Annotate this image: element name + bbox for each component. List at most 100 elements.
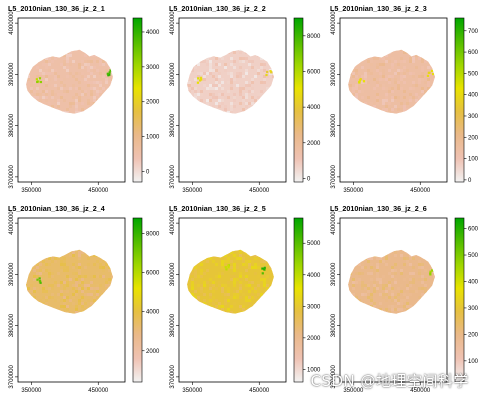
x-tick-label: 350000: [343, 388, 364, 394]
raster-cell: [397, 72, 400, 75]
raster-cell: [93, 96, 96, 99]
raster-cell: [403, 257, 406, 260]
raster-cell: [245, 308, 248, 311]
raster-cell: [403, 299, 406, 302]
y-tick-label: 4000000: [170, 211, 176, 235]
raster-cell: [221, 284, 224, 287]
raster-cell: [415, 93, 418, 96]
raster-cell: [251, 87, 254, 90]
raster-cell: [87, 63, 90, 66]
y-tick-label: 3900000: [9, 262, 15, 286]
raster-cell: [42, 290, 45, 293]
raster-cell: [358, 281, 361, 284]
raster-cell: [385, 93, 388, 96]
raster-cell: [36, 275, 39, 278]
raster-cell: [415, 99, 418, 102]
raster-cell: [397, 296, 400, 299]
raster-cell: [72, 281, 75, 284]
raster-cell: [51, 72, 54, 75]
raster-cell: [108, 278, 111, 281]
raster-cell: [57, 257, 60, 260]
raster-cell: [227, 72, 230, 75]
x-tick-label: 450000: [410, 388, 431, 394]
raster-cell: [212, 296, 215, 299]
raster-cell: [358, 84, 361, 87]
raster-cell: [230, 84, 233, 87]
legend-bar: [132, 217, 143, 383]
raster-cell: [355, 284, 358, 287]
raster-cell: [364, 287, 367, 290]
raster-cell: [382, 87, 385, 90]
raster-cell: [370, 63, 373, 66]
raster-cell: [245, 296, 248, 299]
raster-cell: [233, 66, 236, 69]
raster-cell: [93, 66, 96, 69]
legend-tick-label: 2000: [307, 141, 321, 147]
raster-cell: [364, 72, 367, 75]
raster-cell: [230, 296, 233, 299]
raster-cell: [191, 284, 194, 287]
raster-cell: [197, 299, 200, 302]
raster-cell: [209, 257, 212, 260]
raster-cell: [81, 290, 84, 293]
raster-hotspot: [199, 76, 203, 79]
raster-cell: [424, 269, 427, 272]
raster-cell: [230, 87, 233, 90]
raster-cell: [403, 293, 406, 296]
raster-cell: [96, 290, 99, 293]
raster-cell: [364, 75, 367, 78]
raster-cell: [96, 287, 99, 290]
raster-cell: [33, 278, 36, 281]
raster-cell: [45, 57, 48, 60]
raster-cell: [69, 269, 72, 272]
raster-cell: [230, 266, 233, 269]
raster-cell: [111, 275, 113, 278]
x-tick-label: 350000: [21, 388, 42, 394]
raster-cell: [206, 269, 209, 272]
raster-cell: [230, 81, 233, 84]
raster-cell: [400, 290, 403, 293]
raster-cell: [42, 102, 45, 105]
raster-cell: [206, 281, 209, 284]
raster-cell: [388, 60, 391, 63]
legend-tick-label: 300: [468, 306, 479, 312]
raster-cell: [409, 257, 412, 260]
raster-cell: [251, 96, 254, 99]
raster-hotspot: [263, 266, 266, 269]
raster-cell: [90, 81, 93, 84]
raster-cell: [391, 99, 394, 102]
raster-cell: [391, 63, 394, 66]
raster-cell: [245, 263, 248, 266]
raster-cell: [206, 260, 209, 263]
raster-cell: [215, 96, 218, 99]
raster-cell: [197, 296, 200, 299]
y-tick-label: 3900000: [170, 62, 176, 86]
raster-cell: [188, 84, 191, 87]
raster-cell: [105, 281, 108, 284]
raster-cell: [75, 272, 78, 275]
raster-cell: [412, 281, 415, 284]
raster-hotspot: [261, 272, 264, 275]
raster-cell: [84, 287, 87, 290]
raster-hotspot: [430, 69, 434, 72]
raster-cell: [245, 69, 248, 72]
raster-cell: [248, 60, 251, 63]
raster-cell: [215, 57, 218, 60]
raster-cell: [248, 260, 251, 263]
raster-cell: [406, 293, 409, 296]
raster-cell: [379, 63, 382, 66]
raster-cell: [385, 284, 388, 287]
legend-tick-label: 0: [468, 178, 472, 184]
raster-cell: [27, 290, 30, 293]
y-tick-label: 3700000: [331, 365, 337, 389]
raster-cell: [194, 296, 197, 299]
raster-cell: [51, 272, 54, 275]
raster-cell: [361, 263, 364, 266]
raster-cell: [421, 90, 424, 93]
raster-cell: [245, 102, 248, 105]
raster-cell: [385, 257, 388, 260]
raster-cell: [400, 69, 403, 72]
raster-cell: [367, 60, 370, 63]
raster-cell: [111, 78, 113, 81]
raster-cell: [39, 272, 42, 275]
